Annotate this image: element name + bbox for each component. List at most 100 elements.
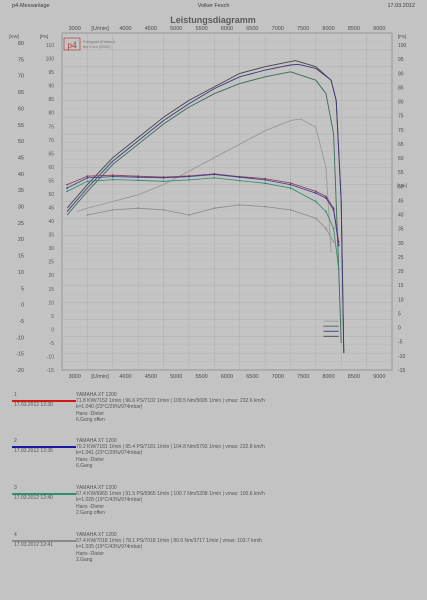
y-tick-kw: 35 — [18, 188, 24, 194]
legend-swatch-4 — [12, 540, 76, 542]
y-tick-kw: 20 — [18, 237, 24, 243]
y-unit-nm: [Nm] — [397, 183, 407, 188]
legend-line: Hans -Dieter — [76, 456, 105, 463]
data-point — [264, 179, 266, 181]
y-tick-kw: -20 — [16, 368, 24, 374]
y-unit-ps: [PS] — [40, 34, 49, 39]
x-tick-top: 9000 — [373, 26, 385, 32]
legend-line: 57.4 KW/7018 1/min | 78.1 PS/7018 1/min … — [76, 538, 262, 545]
y-tick-kw: 30 — [18, 205, 24, 211]
x-tick-bottom: 5500 — [195, 374, 207, 380]
x-tick-top: 6000 — [221, 26, 233, 32]
legend-number: 4 — [14, 532, 17, 538]
x-tick-bottom: 8000 — [322, 374, 334, 380]
y-tick-right: 10 — [398, 297, 404, 303]
y-tick-right: 70 — [398, 128, 404, 134]
y-tick-ps: 50 — [48, 192, 54, 198]
data-point — [289, 183, 292, 186]
data-point — [264, 205, 266, 208]
legend-swatch-1 — [12, 400, 76, 402]
y-tick-ps: 10 — [48, 300, 54, 306]
x-tick-top: 7500 — [297, 26, 309, 32]
y-tick-kw: 0 — [21, 303, 24, 309]
data-point — [264, 182, 266, 185]
y-tick-right: 80 — [398, 100, 404, 106]
data-point — [332, 209, 335, 211]
p4-badge: p4 — [68, 40, 78, 50]
header-center: Volker Fesch — [197, 3, 230, 9]
y-tick-ps: 20 — [48, 273, 54, 279]
legend-line: 2.Gang offen — [76, 509, 105, 516]
data-point — [332, 227, 335, 230]
data-point — [86, 214, 89, 216]
y-tick-ps: 95 — [48, 70, 54, 76]
y-tick-kw: 60 — [18, 106, 24, 112]
legend-entry-3: 3 17.03.2012 12:40 YAMAHA XT 1200 67.4 K… — [12, 485, 372, 529]
y-tick-ps: 60 — [48, 165, 54, 171]
chart-title: Leistungsdiagramm — [170, 15, 256, 25]
series-torque-4 — [87, 204, 334, 243]
data-point — [325, 227, 327, 230]
data-point — [137, 207, 140, 210]
legend-date: 17.03.2012 12:35 — [14, 448, 53, 454]
x-tick-bottom: 4500 — [145, 374, 157, 380]
legend-date: 17.03.2012 12:40 — [14, 495, 53, 501]
data-point — [137, 179, 140, 182]
y-tick-kw: 50 — [18, 139, 24, 145]
data-point — [314, 192, 317, 195]
legend-entry-1: 1 17.03.2012 12:30 YAMAHA XT 1200 71.8 K… — [12, 392, 372, 436]
data-point — [289, 209, 292, 211]
series-torque-2 — [66, 174, 340, 246]
y-tick-right: 65 — [398, 142, 404, 148]
y-tick-ps: -10 — [47, 354, 54, 360]
data-point — [238, 204, 241, 206]
data-point — [162, 180, 165, 183]
x-tick-bottom: 3000 — [69, 374, 81, 380]
series-torque-1 — [66, 173, 340, 242]
y-tick-right: 25 — [398, 255, 404, 261]
data-point — [111, 209, 114, 211]
series-power-3 — [66, 71, 342, 344]
info-line: Fahrgast (Einbau) — [83, 39, 116, 44]
y-tick-ps: 35 — [48, 233, 54, 239]
y-tick-ps: 65 — [48, 151, 54, 157]
data-point — [213, 177, 216, 179]
legend-text: YAMAHA XT 1200 71.8 KW/7152 1/min | 96.6… — [76, 392, 265, 423]
x-tick-bottom: 7500 — [297, 374, 309, 380]
data-point — [66, 183, 68, 186]
legend-line: Hans -Dieter — [76, 550, 105, 557]
data-point — [162, 177, 165, 179]
legend-number: 1 — [14, 392, 17, 398]
y-tick-ps: 55 — [48, 178, 54, 184]
p4-badge-frame — [63, 37, 81, 51]
y-unit-ps-right: [PS] — [398, 34, 407, 39]
legend-line: 2.Gang — [76, 556, 93, 563]
legend-line: k=1.040 (23°C/29%/974mbar) — [76, 404, 143, 411]
y-tick-ps: 45 — [48, 206, 54, 212]
data-point — [332, 241, 335, 243]
y-tick-right: 30 — [398, 241, 404, 247]
y-tick-ps: 85 — [48, 97, 54, 103]
series-power-4 — [77, 118, 332, 253]
y-unit-kw: [KW] — [9, 34, 19, 39]
y-tick-right: 40 — [398, 213, 404, 219]
legend-date: 17.03.2012 12:41 — [14, 542, 53, 548]
data-point — [325, 195, 327, 198]
y-tick-ps: 80 — [48, 111, 54, 117]
legend-text: YAMAHA XT 1200 57.4 KW/7018 1/min | 78.1… — [76, 532, 262, 563]
data-point — [188, 214, 190, 216]
data-point — [337, 244, 340, 247]
data-point — [314, 190, 317, 193]
y-tick-kw: 80 — [18, 41, 24, 47]
y-tick-ps: 40 — [48, 219, 54, 225]
y-tick-ps: 70 — [48, 138, 54, 144]
data-point — [188, 179, 190, 181]
legend-number: 2 — [14, 438, 17, 444]
data-point — [264, 177, 266, 180]
y-tick-right: -15 — [398, 368, 405, 374]
y-tick-kw: 25 — [18, 221, 24, 227]
legend-entry-2: 2 17.03.2012 12:35 YAMAHA XT 1200 70.2 K… — [12, 438, 372, 482]
y-tick-kw: 65 — [18, 90, 24, 96]
y-tick-kw: 15 — [18, 254, 24, 260]
y-tick-ps: 0 — [51, 327, 54, 333]
